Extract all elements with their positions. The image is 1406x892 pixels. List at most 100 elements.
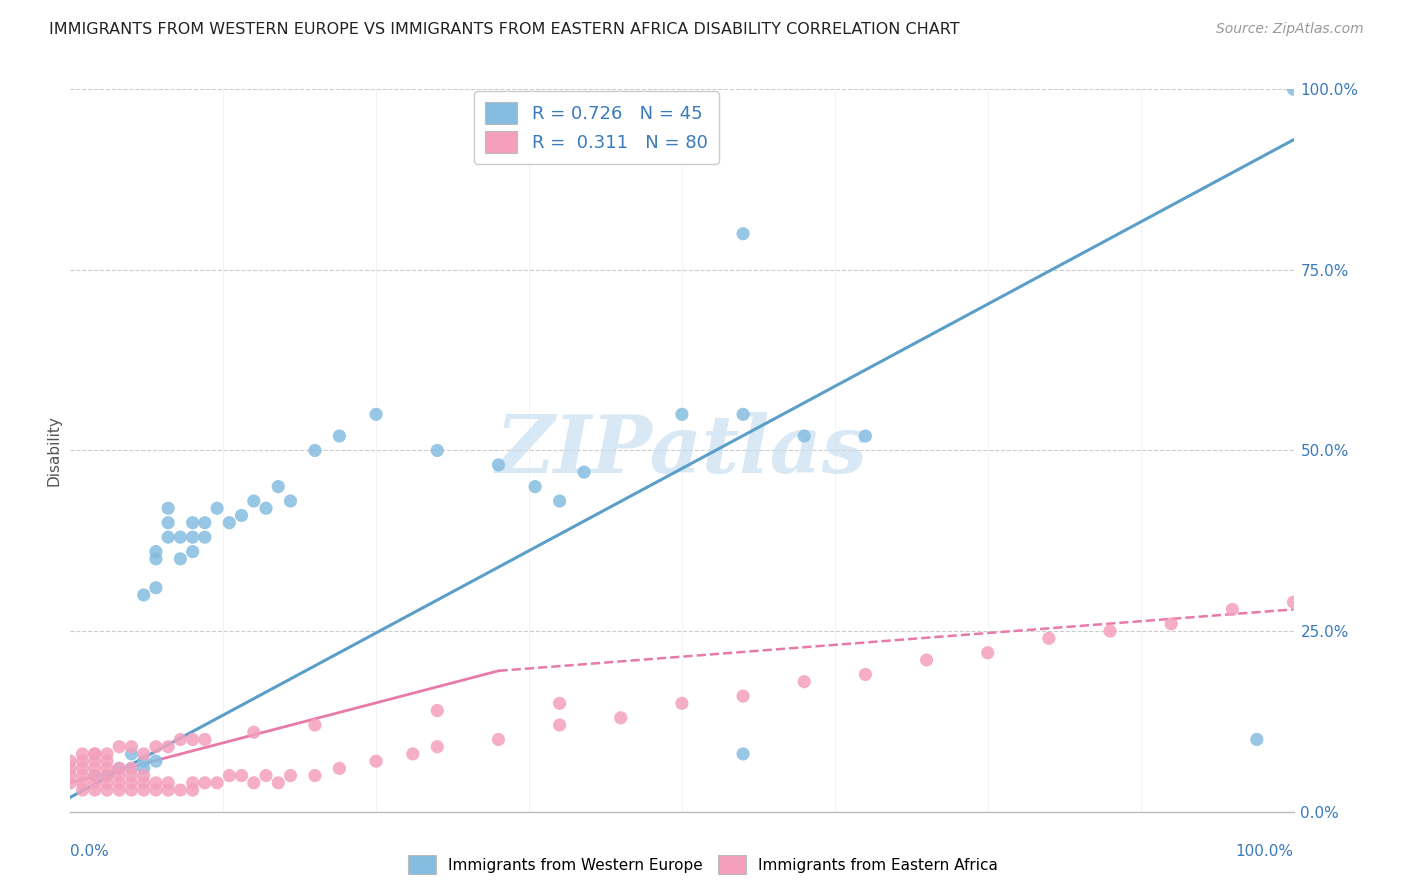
Point	[157, 516, 180, 530]
Point	[733, 407, 755, 421]
Point	[366, 407, 388, 421]
Point	[83, 747, 105, 761]
Y-axis label: Disability: Disability	[46, 415, 62, 486]
Point	[145, 754, 167, 768]
Point	[254, 769, 277, 783]
Point	[157, 739, 180, 754]
Point	[366, 754, 388, 768]
Point	[121, 761, 143, 775]
Point	[231, 769, 253, 783]
Point	[733, 689, 755, 703]
Point	[733, 227, 755, 241]
Point	[72, 747, 94, 761]
Point	[181, 732, 204, 747]
Point	[83, 783, 105, 797]
Legend: R = 0.726   N = 45, R =  0.311   N = 80: R = 0.726 N = 45, R = 0.311 N = 80	[474, 91, 718, 164]
Point	[402, 747, 425, 761]
Point	[218, 769, 240, 783]
Point	[132, 769, 155, 783]
Point	[243, 776, 266, 790]
Point	[169, 783, 191, 797]
Point	[145, 739, 167, 754]
Point	[83, 769, 105, 783]
Point	[132, 783, 155, 797]
Point	[121, 747, 143, 761]
Point	[96, 747, 118, 761]
Point	[1282, 82, 1305, 96]
Text: Source: ZipAtlas.com: Source: ZipAtlas.com	[1216, 22, 1364, 37]
Text: ZIPatlas: ZIPatlas	[496, 412, 868, 489]
Point	[205, 501, 228, 516]
Point	[205, 776, 228, 790]
Point	[194, 530, 217, 544]
Point	[83, 761, 105, 775]
Point	[72, 776, 94, 790]
Point	[524, 480, 547, 494]
Point	[108, 739, 131, 754]
Point	[169, 530, 191, 544]
Point	[793, 674, 815, 689]
Point	[1246, 732, 1268, 747]
Point	[72, 761, 94, 775]
Point	[96, 783, 118, 797]
Point	[976, 646, 998, 660]
Point	[169, 732, 191, 747]
Point	[426, 443, 449, 458]
Point	[855, 667, 877, 681]
Point	[231, 508, 253, 523]
Point	[145, 776, 167, 790]
Point	[108, 769, 131, 783]
Point	[793, 429, 815, 443]
Point	[96, 776, 118, 790]
Point	[169, 551, 191, 566]
Point	[108, 776, 131, 790]
Legend: Immigrants from Western Europe, Immigrants from Eastern Africa: Immigrants from Western Europe, Immigran…	[402, 849, 1004, 880]
Point	[855, 429, 877, 443]
Point	[1160, 616, 1182, 631]
Point	[157, 783, 180, 797]
Point	[72, 754, 94, 768]
Point	[194, 776, 217, 790]
Point	[267, 480, 290, 494]
Point	[157, 530, 180, 544]
Point	[328, 429, 350, 443]
Point	[194, 516, 217, 530]
Point	[121, 783, 143, 797]
Point	[572, 465, 595, 479]
Text: 100.0%: 100.0%	[1236, 844, 1294, 859]
Point	[426, 739, 449, 754]
Point	[59, 769, 82, 783]
Point	[96, 761, 118, 775]
Point	[157, 501, 180, 516]
Point	[145, 551, 167, 566]
Point	[121, 769, 143, 783]
Point	[426, 704, 449, 718]
Point	[280, 494, 302, 508]
Point	[96, 754, 118, 768]
Point	[733, 747, 755, 761]
Point	[1099, 624, 1122, 639]
Point	[145, 544, 167, 558]
Point	[548, 696, 571, 710]
Point	[83, 769, 105, 783]
Point	[132, 747, 155, 761]
Point	[83, 747, 105, 761]
Point	[304, 718, 326, 732]
Point	[280, 769, 302, 783]
Point	[304, 769, 326, 783]
Point	[145, 783, 167, 797]
Point	[548, 718, 571, 732]
Point	[108, 783, 131, 797]
Text: IMMIGRANTS FROM WESTERN EUROPE VS IMMIGRANTS FROM EASTERN AFRICA DISABILITY CORR: IMMIGRANTS FROM WESTERN EUROPE VS IMMIGR…	[49, 22, 960, 37]
Point	[108, 761, 131, 775]
Point	[548, 494, 571, 508]
Point	[132, 761, 155, 775]
Point	[181, 544, 204, 558]
Text: 0.0%: 0.0%	[70, 844, 110, 859]
Point	[328, 761, 350, 775]
Point	[181, 776, 204, 790]
Point	[132, 588, 155, 602]
Point	[132, 776, 155, 790]
Point	[72, 769, 94, 783]
Point	[915, 653, 938, 667]
